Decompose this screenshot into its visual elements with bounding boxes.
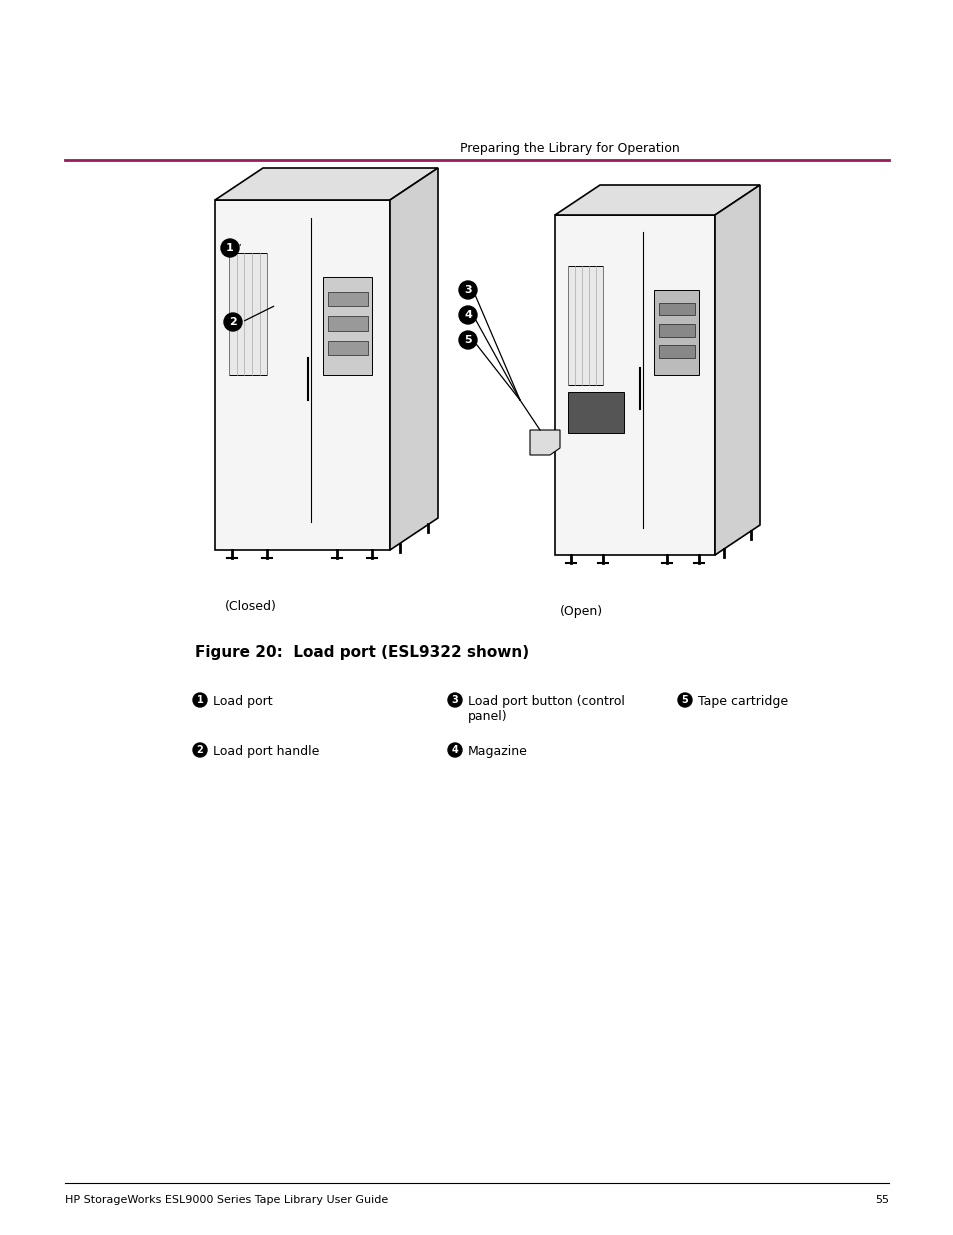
Circle shape xyxy=(458,306,476,324)
Text: 5: 5 xyxy=(464,335,472,345)
Text: Load port: Load port xyxy=(213,695,273,708)
Circle shape xyxy=(448,693,461,706)
Polygon shape xyxy=(323,277,372,375)
Text: 2: 2 xyxy=(229,317,236,327)
Polygon shape xyxy=(328,341,367,356)
Circle shape xyxy=(448,743,461,757)
Polygon shape xyxy=(555,215,714,555)
Text: Load port handle: Load port handle xyxy=(213,745,319,758)
Polygon shape xyxy=(654,290,699,374)
Polygon shape xyxy=(328,316,367,331)
Text: Magazine: Magazine xyxy=(468,745,527,758)
Polygon shape xyxy=(229,252,267,375)
Text: Tape cartridge: Tape cartridge xyxy=(698,695,787,708)
Circle shape xyxy=(678,693,691,706)
Polygon shape xyxy=(658,303,694,315)
Polygon shape xyxy=(658,345,694,358)
Text: 3: 3 xyxy=(451,695,457,705)
Text: 3: 3 xyxy=(464,285,472,295)
Polygon shape xyxy=(567,266,602,385)
Polygon shape xyxy=(530,430,559,454)
Circle shape xyxy=(193,743,207,757)
Text: HP StorageWorks ESL9000 Series Tape Library User Guide: HP StorageWorks ESL9000 Series Tape Libr… xyxy=(65,1195,388,1205)
Text: Load port button (control
panel): Load port button (control panel) xyxy=(468,695,624,722)
Text: Figure 20:  Load port (ESL9322 shown): Figure 20: Load port (ESL9322 shown) xyxy=(194,645,529,659)
Text: 4: 4 xyxy=(451,745,457,755)
Polygon shape xyxy=(214,200,390,550)
Text: 55: 55 xyxy=(874,1195,888,1205)
Text: 1: 1 xyxy=(226,243,233,253)
Circle shape xyxy=(224,312,242,331)
Text: (Closed): (Closed) xyxy=(225,600,276,613)
Circle shape xyxy=(221,240,239,257)
Text: 4: 4 xyxy=(463,310,472,320)
Circle shape xyxy=(458,331,476,350)
Polygon shape xyxy=(328,291,367,306)
Polygon shape xyxy=(390,168,437,550)
Circle shape xyxy=(193,693,207,706)
Polygon shape xyxy=(567,391,623,432)
Polygon shape xyxy=(658,324,694,337)
Text: 5: 5 xyxy=(680,695,688,705)
Polygon shape xyxy=(214,168,437,200)
Text: Preparing the Library for Operation: Preparing the Library for Operation xyxy=(459,142,679,156)
Polygon shape xyxy=(555,185,760,215)
Text: 1: 1 xyxy=(196,695,203,705)
Circle shape xyxy=(458,282,476,299)
Text: 2: 2 xyxy=(196,745,203,755)
Text: (Open): (Open) xyxy=(559,605,602,618)
Polygon shape xyxy=(714,185,760,555)
